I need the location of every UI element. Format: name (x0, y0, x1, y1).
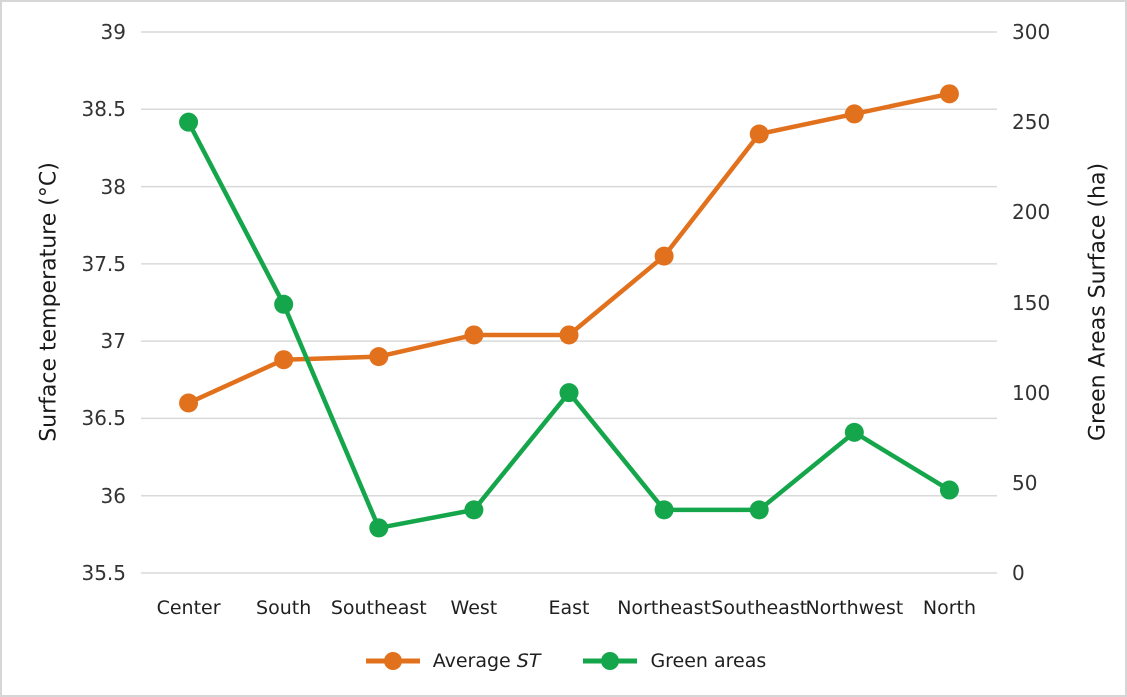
data-point-marker-green-areas (369, 518, 389, 538)
series-line-average-st (186, 91, 952, 406)
legend-item-green-areas: Green areas (582, 650, 766, 672)
data-point-marker-green-areas (559, 383, 579, 403)
y-axis-left-tick-label: 38.5 (81, 97, 126, 122)
y-axis-right-tick-label: 50 (1012, 470, 1038, 495)
y-axis-right-tick-label: 200 (1012, 200, 1051, 225)
right-axis-title: Green Areas Surface (ha) (1085, 162, 1111, 442)
data-point-marker-green-areas (844, 422, 864, 442)
x-axis-category-label: West (450, 597, 498, 619)
data-point-marker-average-st (654, 246, 674, 266)
series-line-green-areas (186, 119, 952, 531)
data-point-marker-average-st (464, 325, 484, 345)
y-axis-left-tick-label: 36.5 (81, 406, 126, 431)
y-axis-left-tick-label: 35.5 (81, 561, 126, 585)
x-axis-category-label: Northwest (805, 597, 904, 619)
legend-label-text: Average (432, 650, 517, 672)
y-axis-right-tick-label: 100 (1012, 380, 1051, 405)
y-axis-right-tick-label: 250 (1012, 110, 1051, 135)
x-axis-category-label: Northeast (617, 597, 712, 619)
legend-marker-green-areas-icon (583, 652, 638, 670)
x-axis-category-label: Southeast (330, 597, 427, 619)
data-point-marker-green-areas (939, 480, 959, 500)
data-point-marker-average-st (179, 393, 199, 413)
y-axis-left-tick-label: 37.5 (81, 251, 126, 276)
data-point-marker-average-st (559, 325, 579, 345)
y-axis-right-tick-label: 0 (1012, 561, 1025, 585)
data-point-marker-average-st (939, 84, 959, 104)
y-axis-right-tick-label: 300 (1012, 20, 1051, 44)
x-axis-category-label: South (256, 597, 312, 619)
x-axis-category-label: Southeast (711, 597, 808, 619)
data-point-marker-average-st (844, 104, 864, 124)
data-point-marker-average-st (749, 124, 769, 144)
x-axis-category-label: Center (156, 597, 221, 619)
left-axis-title: Surface temperature (°C) (36, 162, 62, 442)
x-axis-category-label: East (548, 597, 590, 619)
data-point-marker-average-st (369, 347, 389, 367)
y-axis-right-tick-label: 150 (1012, 290, 1051, 315)
legend-label-average-st: Average ST (433, 650, 541, 672)
data-point-marker-green-areas (179, 112, 199, 132)
data-point-marker-average-st (274, 350, 294, 370)
y-axis-left-tick-label: 37 (100, 329, 126, 354)
y-axis-left-tick-label: 39 (100, 20, 126, 44)
data-point-marker-green-areas (749, 500, 769, 520)
data-point-marker-green-areas (274, 294, 294, 314)
legend-label-italic-text: ST (516, 650, 541, 672)
legend: Average ST Green areas (2, 646, 1125, 676)
legend-label-green-areas: Green areas (650, 650, 767, 672)
legend-item-average-st: Average ST (365, 650, 541, 672)
y-axis-left-tick-label: 36 (100, 483, 126, 508)
data-point-marker-green-areas (654, 500, 674, 520)
x-axis-category-label: North (922, 597, 977, 619)
data-point-marker-green-areas (464, 500, 484, 520)
legend-marker-average-st-icon (365, 652, 420, 670)
y-axis-left-tick-label: 38 (100, 174, 126, 199)
